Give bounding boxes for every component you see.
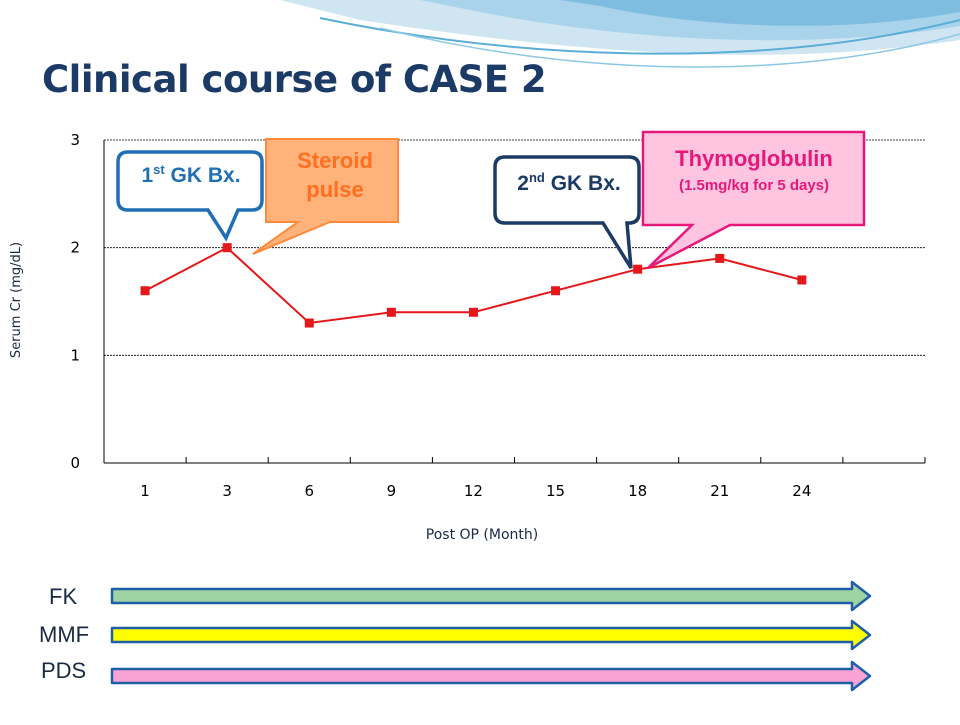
callout-thymo-text: Thymoglobulin (1.5mg/kg for 5 days) bbox=[646, 146, 862, 196]
data-point bbox=[386, 307, 396, 317]
drug-arrow-mmf bbox=[110, 619, 872, 651]
y-axis-label: Serum Cr (mg/dL) bbox=[9, 242, 24, 358]
x-tick-label: 21 bbox=[710, 482, 729, 500]
callout-gk1-sup: st bbox=[153, 162, 165, 177]
x-tick-label: 1 bbox=[140, 482, 150, 500]
x-tick-label: 18 bbox=[628, 482, 647, 500]
slide-title: Clinical course of CASE 2 bbox=[42, 58, 547, 101]
x-tick-label: 24 bbox=[792, 482, 811, 500]
y-tick-label: 1 bbox=[70, 346, 80, 364]
drug-arrow-pds bbox=[110, 660, 872, 692]
y-tick-labels: 0 1 2 3 bbox=[70, 131, 80, 472]
x-tick-label: 3 bbox=[222, 482, 232, 500]
header-waves bbox=[280, 0, 960, 68]
y-tick-label: 3 bbox=[70, 131, 80, 149]
x-ticks bbox=[185, 457, 926, 463]
drug-label-fk: FK bbox=[49, 584, 78, 609]
callout-steroid-text: Steroid pulse bbox=[270, 146, 400, 204]
x-axis-label: Post OP (Month) bbox=[426, 527, 538, 543]
x-tick-labels: 1 3 6 9 12 15 18 21 24 bbox=[140, 482, 811, 500]
callout-thymo-line2: (1.5mg/kg for 5 days) bbox=[678, 177, 830, 194]
y-tick-label: 0 bbox=[70, 454, 80, 472]
callout-gk1-rest: GK Bx. bbox=[164, 164, 241, 187]
x-tick-label: 15 bbox=[546, 482, 565, 500]
callout-gk2-bubble bbox=[493, 155, 641, 269]
callout-thymo-line1: Thymoglobulin bbox=[675, 146, 833, 171]
callout-gk1-num: 1 bbox=[141, 164, 154, 187]
callout-gk2-rest: GK Bx. bbox=[544, 172, 621, 195]
callout-gk2-num: 2 bbox=[517, 172, 529, 195]
x-tick-label: 12 bbox=[464, 482, 483, 500]
callout-gk1-bubble bbox=[116, 150, 264, 242]
y-tick-label: 2 bbox=[70, 239, 80, 257]
x-tick-label: 6 bbox=[304, 482, 314, 500]
x-tick-label: 9 bbox=[387, 482, 397, 500]
data-point bbox=[222, 243, 232, 253]
callout-gk1-text: 1st GK Bx. bbox=[118, 162, 264, 188]
drug-label-pds: PDS bbox=[41, 658, 87, 683]
callout-steroid-line2: pulse bbox=[306, 177, 364, 202]
callout-gk2-sup: nd bbox=[528, 170, 545, 185]
callout-steroid-bubble bbox=[252, 138, 399, 255]
callout-thymo-bubble bbox=[641, 130, 866, 270]
data-point bbox=[633, 264, 643, 274]
drug-label-mmf: MMF bbox=[39, 622, 90, 647]
data-point bbox=[304, 318, 314, 328]
data-point bbox=[468, 307, 478, 317]
callout-steroid-line1: Steroid bbox=[297, 148, 373, 173]
callout-gk2-text: 2nd GK Bx. bbox=[496, 170, 642, 196]
drug-arrow-fk bbox=[110, 580, 872, 612]
series-points bbox=[140, 243, 807, 328]
data-point bbox=[551, 286, 561, 296]
data-point bbox=[797, 275, 807, 285]
data-point bbox=[715, 253, 725, 263]
data-point bbox=[140, 286, 150, 296]
